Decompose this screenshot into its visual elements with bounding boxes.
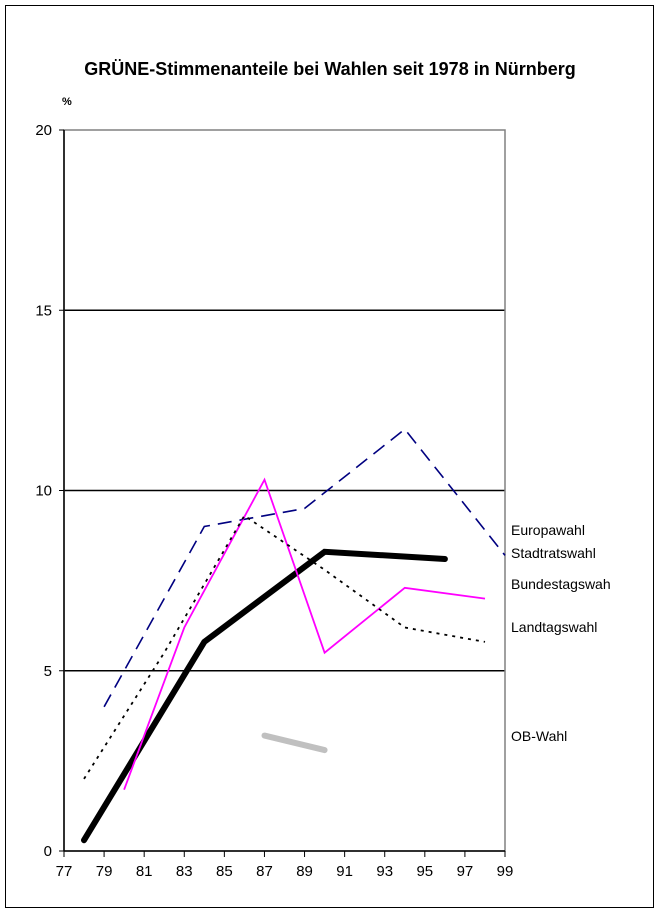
y-tick-label-15: 15 <box>35 302 52 319</box>
legend-label-landtagswahl: Landtagswahl <box>511 619 597 635</box>
series-line-europawahl <box>103 428 506 708</box>
x-tick-label-89: 89 <box>296 863 313 880</box>
x-tick-label-79: 79 <box>96 863 113 880</box>
y-tick-label-10: 10 <box>35 483 52 500</box>
chart-title: GRÜNE-Stimmenanteile bei Wahlen seit 197… <box>84 59 575 79</box>
x-tick-label-77: 77 <box>56 863 73 880</box>
legend-label-ob-wahl: OB-Wahl <box>511 728 567 744</box>
y-tick-labels: 0 5 10 15 20 <box>35 122 64 860</box>
x-tick-label-87: 87 <box>256 863 273 880</box>
series-line-bundestagswah <box>123 477 486 791</box>
chart-frame <box>5 5 654 908</box>
y-tick-label-5: 5 <box>44 663 52 680</box>
y-axis-unit: % <box>62 96 72 108</box>
series-lines <box>81 428 506 844</box>
legend-label-europawahl: Europawahl <box>511 522 585 538</box>
x-tick-label-99: 99 <box>497 863 514 880</box>
series-line-ob-wahl <box>261 732 328 754</box>
series-line-stadtratswahl <box>81 548 448 844</box>
x-tick-label-81: 81 <box>136 863 153 880</box>
legend-label-bundestagswah: Bundestagswah <box>511 576 611 592</box>
x-tick-label-85: 85 <box>216 863 233 880</box>
legend: Europawahl Stadtratswahl Bundestagswah Land… <box>511 522 611 744</box>
y-tick-label-0: 0 <box>44 843 52 860</box>
x-tick-label-97: 97 <box>457 863 474 880</box>
x-tick-label-93: 93 <box>376 863 393 880</box>
x-tick-label-95: 95 <box>416 863 433 880</box>
x-tick-labels: 77 79 81 83 85 87 89 91 93 95 97 99 <box>56 851 514 880</box>
gridlines <box>64 309 505 672</box>
legend-label-stadtratswahl: Stadtratswahl <box>511 545 596 561</box>
x-tick-label-83: 83 <box>176 863 193 880</box>
x-tick-label-91: 91 <box>336 863 353 880</box>
y-tick-label-20: 20 <box>35 122 52 139</box>
